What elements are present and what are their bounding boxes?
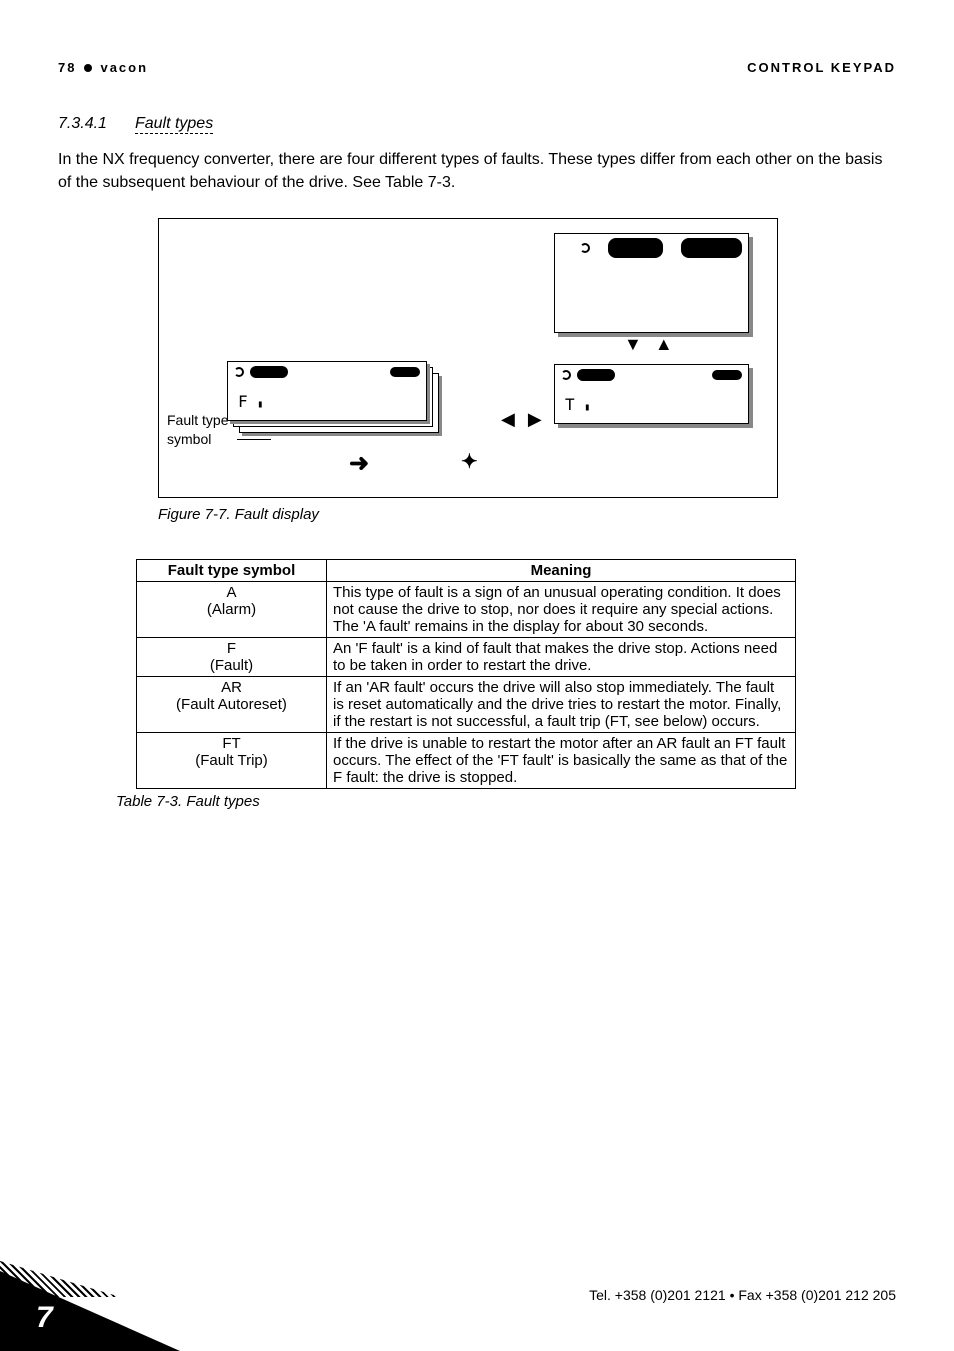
table-row: AR (Fault Autoreset) If an 'AR fault' oc… [137,677,796,733]
fault-types-table: Fault type symbol Meaning A (Alarm) This… [136,559,796,789]
corner-triangle-icon [0,1271,180,1351]
table-header-symbol: Fault type symbol [137,560,327,582]
stack-display-row [234,366,420,378]
header-right: CONTROL KEYPAD [747,60,896,75]
brand: vacon [100,60,148,75]
main-display-row: STOP FAULT [561,238,742,258]
symbol-cell: AR (Fault Autoreset) [137,677,327,733]
bullet-icon [84,64,92,72]
main-display: STOP FAULT [554,233,749,333]
figure-caption: Figure 7-7. Fault display [158,506,896,523]
table-caption: Table 7-3. Fault types [116,793,896,810]
rotate-icon [580,243,590,253]
pill-icon [390,367,420,377]
footer-text: Tel. +358 (0)201 2121 • Fax +358 (0)201 … [589,1287,896,1303]
meaning-cell: An 'F fault' is a kind of fault that mak… [327,638,796,677]
section-heading: 7.3.4.1 Fault types [58,115,896,134]
rotate-icon [234,367,244,377]
figure-frame: STOP FAULT ▼ ▲ T ▮ ◀ ▶ [158,218,778,498]
fault-type-label: Fault type symbol [167,411,228,447]
page-footer: Tel. +358 (0)201 2121 • Fax +358 (0)201 … [0,1261,954,1351]
arrow-small-icon: ✦ [461,449,478,474]
rotate-icon [561,370,571,380]
display-letter-T: T ▮ [565,395,590,414]
meaning-cell: If an 'AR fault' occurs the drive will a… [327,677,796,733]
table-row: F (Fault) An 'F fault' is a kind of faul… [137,638,796,677]
symbol-cell: FT (Fault Trip) [137,733,327,789]
fault-pill: FAULT [681,238,742,258]
section-title: Fault types [135,115,213,134]
pill-icon [712,370,742,380]
symbol-cell: F (Fault) [137,638,327,677]
label-connector-line [237,439,271,440]
meaning-cell: This type of fault is a sign of an unusu… [327,582,796,638]
meaning-cell: If the drive is unable to restart the mo… [327,733,796,789]
table-header-meaning: Meaning [327,560,796,582]
arrow-right-icon: ➜ [349,449,369,478]
triangle-down-icon: ▼ [624,334,646,354]
page-header: 78 vacon CONTROL KEYPAD [58,60,896,75]
triangle-right-icon: ▶ [528,409,546,429]
triangle-left-icon: ◀ [501,409,519,429]
table-row: A (Alarm) This type of fault is a sign o… [137,582,796,638]
stack-card-front: F ▮ [227,361,427,421]
pill-icon [250,366,288,378]
figure-7-7: STOP FAULT ▼ ▲ T ▮ ◀ ▶ [158,218,896,498]
pill-icon [577,369,615,381]
display-letter-F: F ▮ [238,392,263,411]
symbol-cell: A (Alarm) [137,582,327,638]
page-marker: 78 [58,60,76,75]
footer-page-number: 7 [36,1301,53,1335]
section-number: 7.3.4.1 [58,115,107,134]
up-down-arrows: ▼ ▲ [624,334,677,355]
left-right-arrows: ◀ ▶ [501,409,546,430]
header-left: 78 vacon [58,60,148,75]
intro-paragraph: In the NX frequency converter, there are… [58,148,896,194]
stop-pill: STOP [608,238,663,258]
lower-display-row [561,369,742,381]
table-row: FT (Fault Trip) If the drive is unable t… [137,733,796,789]
lower-display: T ▮ [554,364,749,424]
triangle-up-icon: ▲ [655,334,677,354]
